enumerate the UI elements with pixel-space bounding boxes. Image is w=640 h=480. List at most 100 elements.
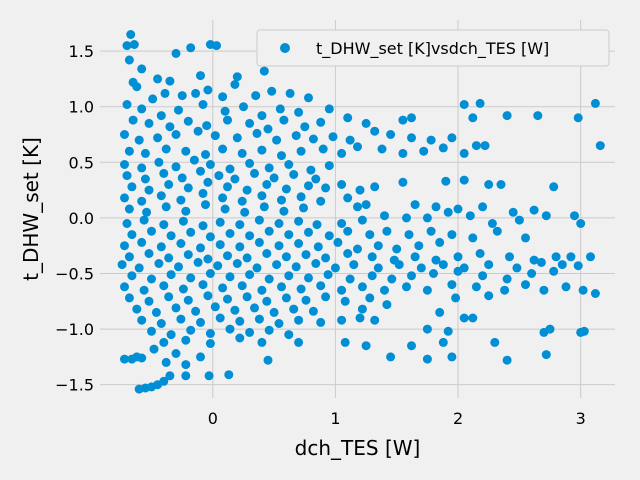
data-point <box>137 163 147 173</box>
data-point <box>165 76 175 86</box>
data-point <box>171 349 181 358</box>
data-point <box>257 111 267 121</box>
data-point <box>321 253 331 263</box>
data-point <box>471 141 481 151</box>
data-point <box>215 240 225 250</box>
data-point <box>277 195 286 205</box>
data-point <box>398 148 408 158</box>
data-point <box>202 121 212 131</box>
data-point <box>570 211 579 221</box>
data-point <box>189 155 199 165</box>
grid <box>100 20 615 398</box>
data-point <box>137 104 147 114</box>
data-point <box>205 329 215 338</box>
data-point <box>294 239 304 248</box>
data-point <box>177 91 187 101</box>
data-point <box>156 319 166 328</box>
data-point <box>232 72 242 82</box>
data-point <box>159 337 169 347</box>
data-point <box>321 183 331 193</box>
data-point <box>586 252 595 262</box>
data-point <box>120 130 129 139</box>
data-point <box>264 226 274 236</box>
data-point <box>505 252 514 262</box>
data-point <box>343 193 353 203</box>
data-point <box>174 262 183 272</box>
data-point <box>438 260 448 270</box>
data-point <box>120 241 129 251</box>
data-point <box>166 231 176 241</box>
data-point <box>181 371 191 381</box>
data-point <box>203 85 213 95</box>
data-point <box>377 144 387 154</box>
data-point <box>250 168 259 178</box>
data-point <box>252 128 262 138</box>
data-point <box>124 146 134 156</box>
data-point <box>264 163 274 173</box>
data-point <box>205 232 215 242</box>
data-point <box>323 270 333 280</box>
data-point <box>313 242 323 252</box>
data-point <box>484 291 494 301</box>
data-point <box>239 102 248 112</box>
data-point <box>132 304 142 314</box>
data-point <box>171 48 181 58</box>
data-point <box>392 244 402 254</box>
data-point <box>198 221 208 231</box>
data-point <box>304 93 313 103</box>
y-tick-label: 0.5 <box>69 153 94 172</box>
data-point <box>213 261 223 271</box>
data-point <box>545 324 555 334</box>
data-point <box>181 335 191 345</box>
data-point <box>159 376 169 386</box>
data-point <box>284 160 294 169</box>
legend-box <box>256 29 610 67</box>
data-point <box>251 91 261 101</box>
data-point <box>386 352 396 362</box>
data-point <box>193 257 203 267</box>
data-point <box>262 249 272 258</box>
data-point <box>527 269 537 278</box>
data-point <box>541 350 551 360</box>
data-point <box>459 175 469 185</box>
data-point <box>262 180 272 189</box>
data-point <box>579 326 589 336</box>
data-point <box>294 216 304 226</box>
data-point <box>502 274 512 284</box>
data-point <box>254 215 264 225</box>
data-point <box>272 135 282 145</box>
data-point <box>296 192 306 202</box>
data-point <box>176 314 186 324</box>
data-point <box>422 324 432 334</box>
data-point <box>204 371 214 381</box>
data-point <box>468 233 478 243</box>
data-point <box>153 133 163 143</box>
data-point <box>218 144 228 154</box>
data-point <box>177 173 187 183</box>
data-point <box>212 41 221 51</box>
data-point <box>304 227 313 237</box>
data-point <box>289 170 299 179</box>
data-point <box>154 157 164 167</box>
data-point <box>274 219 284 228</box>
data-point <box>203 177 213 187</box>
legend-label: t_DHW_set [K]vsdch_TES [W] <box>316 39 549 59</box>
data-point <box>147 326 156 336</box>
data-point <box>210 302 220 312</box>
data-point <box>242 185 252 195</box>
data-point <box>147 226 156 236</box>
data-point <box>595 141 605 151</box>
data-point <box>144 185 154 195</box>
data-point <box>318 144 328 154</box>
data-point <box>502 111 512 121</box>
data-point <box>161 357 171 367</box>
data-point <box>361 200 371 210</box>
data-point <box>144 296 154 306</box>
data-point <box>365 230 375 240</box>
data-point <box>304 273 313 283</box>
data-point <box>215 217 225 227</box>
data-point <box>422 354 432 364</box>
data-point <box>120 354 129 364</box>
data-point <box>316 117 326 127</box>
